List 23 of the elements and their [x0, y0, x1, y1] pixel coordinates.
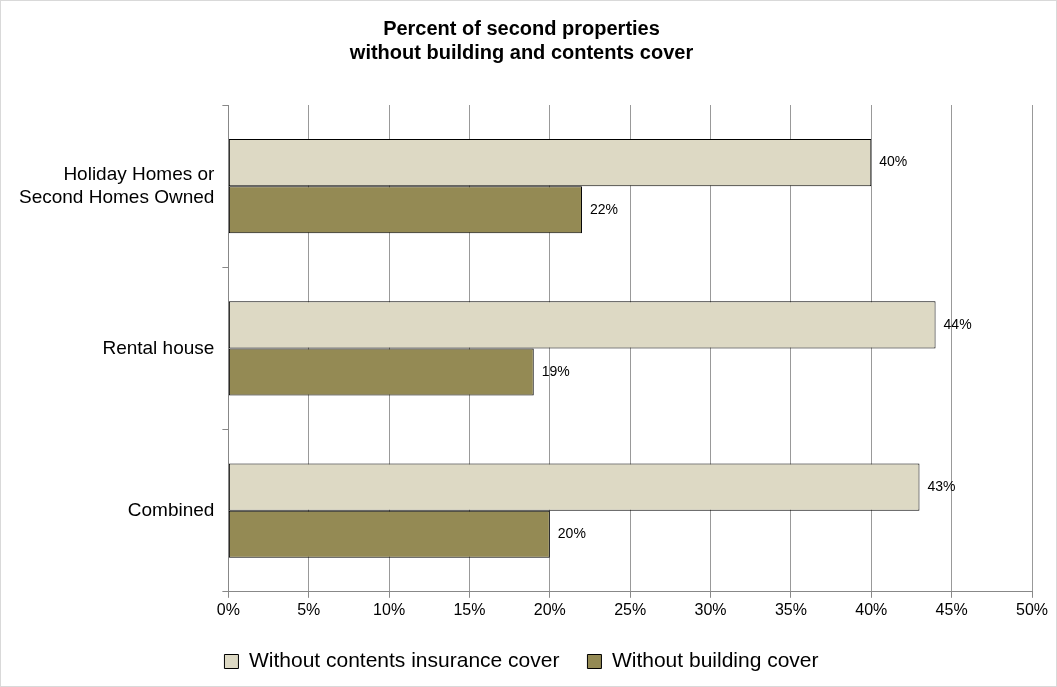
- y-tick-label: Rental house: [102, 336, 215, 358]
- data-label: 43%: [927, 478, 956, 494]
- legend-label: Without building cover: [611, 648, 819, 672]
- data-label: 40%: [879, 153, 908, 170]
- x-tick-label: 10%: [373, 600, 406, 618]
- data-label: 22%: [589, 200, 618, 217]
- x-tick-label: 30%: [694, 600, 727, 618]
- x-tick-label: 15%: [453, 600, 486, 618]
- chart-title: Percent of second properties without building and contents cover: [348, 16, 694, 63]
- data-label: 20%: [557, 525, 586, 542]
- x-tick-label: 5%: [297, 600, 321, 618]
- x-tick-label: 40%: [855, 600, 888, 618]
- x-tick-label: 20%: [533, 600, 566, 618]
- x-tick-label: 35%: [774, 600, 807, 618]
- y-tick-label: Holiday Homes or Second Homes Owned: [18, 162, 216, 207]
- data-label: 44%: [943, 315, 972, 332]
- x-tick-label: 0%: [216, 600, 240, 618]
- legend-label: Without contents insurance cover: [248, 648, 560, 672]
- data-label: 19%: [541, 362, 570, 379]
- y-tick-label: Combined: [127, 498, 215, 520]
- x-tick-label: 45%: [935, 600, 968, 618]
- x-tick-label: 50%: [1015, 600, 1049, 618]
- x-tick-label: 25%: [614, 600, 647, 618]
